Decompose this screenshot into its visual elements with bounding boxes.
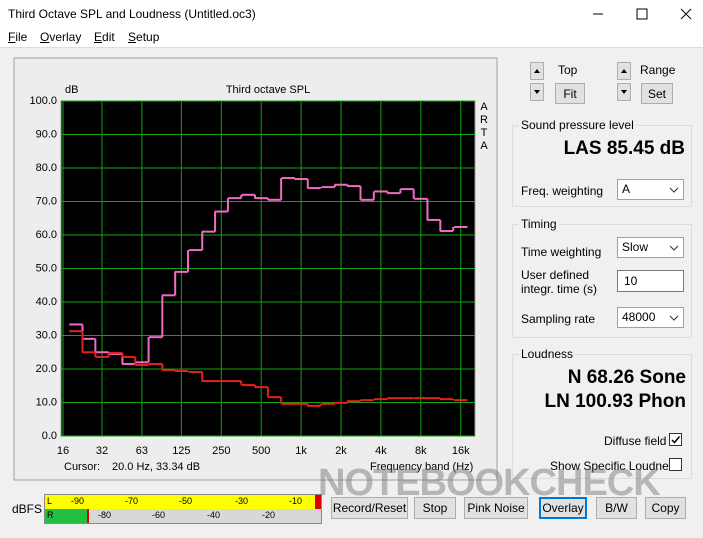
x-tick-label: 8k [415, 445, 427, 457]
meter-right-peak [87, 509, 89, 523]
group-label: Timing [519, 217, 559, 231]
y-tick-label: 30.0 [36, 329, 57, 341]
meter-scale: -30 [235, 496, 249, 506]
chart-title: Third octave SPL [226, 84, 310, 96]
meter-scale: -90 [71, 496, 85, 506]
select-value: A [622, 182, 631, 196]
meter-scale: -60 [152, 510, 166, 520]
meter-scale: -80 [98, 510, 112, 520]
specific-loudness-checkbox[interactable] [669, 458, 682, 471]
diffuse-field-checkbox[interactable] [669, 433, 682, 446]
y-tick-label: 100.0 [29, 95, 57, 107]
sampling-rate-label: Sampling rate [521, 312, 596, 326]
integr-time-label: User defined integr. time (s) [521, 268, 598, 296]
level-meter: L R -90 -70 -50 -30 -10 -80 -60 -40 -20 [44, 494, 322, 524]
spl-reading: LAS 85.45 dB [563, 138, 685, 159]
menu-item[interactable]: Overlay [40, 30, 82, 44]
window-controls[interactable] [585, 0, 703, 28]
specific-loudness-label: Show Specific Loudness [550, 459, 681, 473]
fit-button[interactable]: Fit [555, 83, 585, 104]
arta-label: ARTA [478, 101, 490, 153]
cursor-label: Cursor: [64, 461, 100, 473]
x-tick-label: 32 [96, 445, 108, 457]
group-label: Loudness [519, 347, 576, 361]
timing-group: Timing [512, 217, 692, 338]
x-tick-label: 1k [295, 445, 307, 457]
y-tick-label: 50.0 [36, 262, 57, 274]
freq-weighting-label: Freq. weighting [521, 184, 604, 198]
diffuse-field-label: Diffuse field [604, 434, 667, 448]
meter-right-bar [45, 509, 87, 523]
x-tick-label: 16k [452, 445, 470, 457]
meter-scale: -50 [179, 496, 193, 506]
y-tick-label: 70.0 [36, 195, 57, 207]
menu-item[interactable]: Setup [128, 30, 160, 44]
range-down[interactable] [617, 83, 631, 101]
sampling-rate-select[interactable]: 48000 [617, 307, 684, 328]
select-value: 48000 [622, 310, 656, 324]
menu-bar: File Overlay Edit Setup [0, 28, 703, 48]
time-weighting-label: Time weighting [521, 245, 602, 259]
x-tick-label: 125 [172, 445, 190, 457]
range-up[interactable] [617, 62, 631, 80]
y-tick-label: 80.0 [36, 162, 57, 174]
x-tick-label: 250 [212, 445, 230, 457]
x-tick-label: 4k [375, 445, 387, 457]
pink-noise-button[interactable]: Pink Noise [464, 497, 528, 519]
channel-label: L [47, 496, 53, 506]
meter-left-peak [315, 495, 321, 509]
overlay-button[interactable]: Overlay [539, 497, 587, 519]
x-tick-label: 2k [335, 445, 347, 457]
top-down[interactable] [530, 83, 544, 101]
top-label: Top [558, 63, 578, 77]
loudness-group: Loudness [512, 347, 692, 479]
stop-button[interactable]: Stop [414, 497, 456, 519]
y-tick-label: 40.0 [36, 296, 57, 308]
x-axis-label: Frequency band (Hz) [370, 461, 473, 473]
select-value: Slow [622, 240, 649, 254]
window-title: Third Octave SPL and Loudness (Untitled.… [8, 7, 256, 21]
time-weighting-select[interactable]: Slow [617, 237, 684, 258]
y-tick-label: 0.0 [42, 430, 57, 442]
meter-left-bar [45, 495, 321, 509]
group-label: Sound pressure level [519, 118, 636, 132]
y-tick-label: 10.0 [36, 396, 57, 408]
cursor-value: 20.0 Hz, 33.34 dB [112, 461, 200, 473]
integr-time-input[interactable]: 10 [617, 270, 684, 292]
loudness-n: N 68.26 Sone [567, 367, 686, 388]
range-label: Range [640, 63, 676, 77]
top-up[interactable] [530, 62, 544, 80]
y-tick-label: 90.0 [36, 128, 57, 140]
channel-label: R [47, 510, 54, 520]
x-tick-label: 500 [252, 445, 270, 457]
x-tick-label: 63 [136, 445, 148, 457]
y-tick-label: 20.0 [36, 363, 57, 375]
meter-scale: -10 [289, 496, 303, 506]
meter-unit: dBFS [12, 502, 43, 516]
y-axis-label: dB [65, 84, 78, 96]
record-reset-button[interactable]: Record/Reset [331, 497, 408, 519]
watermark: NOTEBOOKCHECK [318, 462, 661, 504]
meter-scale: -40 [207, 510, 221, 520]
y-tick-label: 60.0 [36, 229, 57, 241]
spl-group: Sound pressure level [512, 118, 692, 207]
title-bar: Third Octave SPL and Loudness (Untitled.… [0, 0, 703, 28]
freq-weighting-select[interactable]: A [617, 179, 684, 200]
meter-scale: -20 [262, 510, 276, 520]
set-button[interactable]: Set [641, 83, 673, 104]
meter-scale: -70 [125, 496, 139, 506]
bw-button[interactable]: B/W [596, 497, 637, 519]
menu-item[interactable]: Edit [94, 30, 115, 44]
copy-button[interactable]: Copy [645, 497, 686, 519]
x-tick-label: 16 [57, 445, 69, 457]
loudness-ln: LN 100.93 Phon [544, 391, 687, 412]
menu-item[interactable]: File [8, 30, 28, 44]
